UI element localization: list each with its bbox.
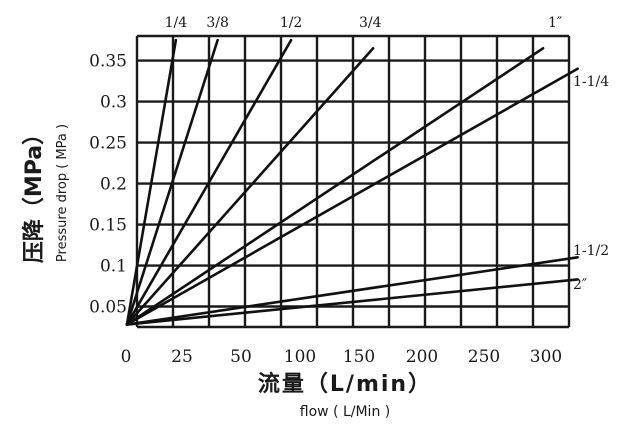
x-tick-label: 0 <box>121 347 132 367</box>
series-label: 3/8 <box>206 15 229 31</box>
series-line-3/4 <box>125 46 375 326</box>
x-axis-label-cn: 流量（L/min） <box>258 371 432 397</box>
y-tick-label: 0.05 <box>89 298 127 318</box>
series-line-3/8 <box>125 38 219 326</box>
x-tick-label: 100 <box>284 347 316 367</box>
chart-series-labels: 1/4 3/8 1/2 3/4 1″ 1-1/4 1-1/2 2″ <box>165 15 610 293</box>
series-label: 3/4 <box>359 15 382 31</box>
x-tick-label: 300 <box>530 347 562 367</box>
y-tick-label: 0.3 <box>100 93 127 113</box>
series-label: 1-1/4 <box>573 74 609 90</box>
x-tick-label: 50 <box>230 347 252 367</box>
x-axis-label-en: flow ( L/Min ) <box>300 404 390 420</box>
y-tick-labels: 0.05 0.1 0.15 0.2 0.25 0.3 0.35 <box>89 52 127 318</box>
y-axis-label-en: Pressure drop ( MPa ) <box>55 124 70 262</box>
x-tick-label: 250 <box>468 347 500 367</box>
series-line-1/2 <box>125 38 293 326</box>
series-line-1-1/4 <box>125 67 579 326</box>
y-tick-label: 0.35 <box>89 52 127 72</box>
series-line-2″ <box>125 278 579 326</box>
y-tick-label: 0.1 <box>100 257 127 277</box>
series-label: 2″ <box>573 277 587 293</box>
x-tick-label: 150 <box>343 347 375 367</box>
series-label: 1/4 <box>165 15 188 31</box>
x-tick-labels: 0 25 50 100 150 200 250 300 <box>121 347 563 367</box>
series-label: 1/2 <box>280 15 303 31</box>
x-tick-label: 200 <box>406 347 438 367</box>
y-axis-label-cn: 压降（MPa） <box>22 123 47 263</box>
series-line-1-1/2 <box>125 256 579 326</box>
series-label: 1-1/2 <box>573 243 609 259</box>
chart-grid <box>135 34 571 329</box>
y-tick-label: 0.2 <box>100 175 127 195</box>
series-label: 1″ <box>548 15 562 31</box>
series-line-1″ <box>125 46 545 326</box>
y-tick-label: 0.15 <box>89 216 127 236</box>
x-tick-label: 25 <box>171 347 193 367</box>
series-line-1/4 <box>125 38 178 326</box>
chart-series <box>125 38 579 326</box>
y-tick-label: 0.25 <box>89 134 127 154</box>
